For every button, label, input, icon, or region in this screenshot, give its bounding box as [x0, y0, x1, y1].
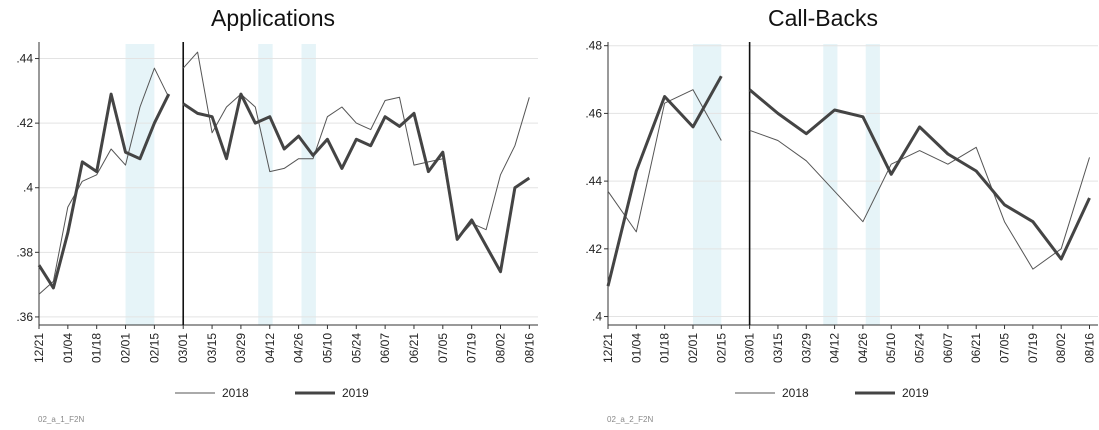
x-tick-label: 01/04 — [629, 333, 643, 363]
x-tick-label: 08/16 — [522, 333, 536, 363]
x-tick-label: 03/15 — [205, 333, 219, 363]
x-tick-label: 02/15 — [147, 333, 161, 363]
x-tick-label: 06/07 — [941, 333, 955, 363]
x-tick-label: 01/04 — [61, 333, 75, 363]
series-line-2019 — [37, 92, 171, 290]
x-tick-label: 07/05 — [436, 333, 450, 363]
x-tick-label: 05/10 — [884, 333, 898, 363]
legend-label-2019: 2019 — [342, 386, 369, 400]
series-line-2018 — [607, 89, 722, 233]
y-tick-label: .44 — [585, 174, 602, 188]
series-line-2019 — [748, 88, 1091, 261]
x-tick-label: 03/01 — [176, 333, 190, 363]
x-tick-label: 05/24 — [349, 333, 363, 363]
y-tick-label: .48 — [585, 39, 602, 53]
chart-title: Call-Backs — [768, 5, 878, 31]
x-tick-label: 03/15 — [771, 333, 785, 363]
shaded-band — [258, 44, 273, 325]
x-tick-label: 06/21 — [407, 333, 421, 363]
x-tick-label: 03/29 — [799, 333, 813, 363]
applications-panel: Applications .36 .38 .4 .42 .44 12/21 01/04 01/1… — [0, 0, 549, 430]
figure-id-label: 02_a_1_F2N — [38, 415, 84, 424]
legend-label-2018: 2018 — [222, 386, 249, 400]
y-tick-label: .4 — [592, 310, 602, 324]
x-tick-label: 03/01 — [743, 333, 757, 363]
y-tick-label: .42 — [585, 242, 602, 256]
call-backs-panel: Call-Backs .4 .42 .44 .46 .48 12/21 01/04 01/18 0… — [550, 0, 1099, 430]
series-line-2018 — [182, 51, 530, 240]
shaded-band — [865, 44, 880, 325]
shaded-band — [692, 44, 722, 325]
x-tick-label: 05/24 — [913, 333, 927, 363]
x-tick-label: 08/16 — [1083, 333, 1097, 363]
y-tick-label: .42 — [16, 116, 33, 130]
x-tick-label: 08/02 — [1054, 333, 1068, 363]
series-line-2018 — [38, 67, 170, 295]
x-tick-label: 02/15 — [714, 333, 728, 363]
x-tick-label: 04/26 — [856, 333, 870, 363]
x-tick-label: 08/02 — [494, 333, 508, 363]
x-tick-label: 03/29 — [234, 333, 248, 363]
figure-id-label: 02_a_2_F2N — [607, 415, 653, 424]
y-tick-label: .46 — [585, 106, 602, 120]
chart-title: Applications — [211, 5, 335, 31]
x-tick-label: 04/12 — [828, 333, 842, 363]
x-tick-label: 01/18 — [658, 333, 672, 363]
x-tick-label: 05/10 — [320, 333, 334, 363]
y-tick-label: .4 — [23, 181, 33, 195]
legend-label-2018: 2018 — [782, 386, 809, 400]
x-tick-label: 06/07 — [378, 333, 392, 363]
x-tick-label: 06/21 — [969, 333, 983, 363]
applications-chart: Applications .36 .38 .4 .42 .44 12/21 01/04 01/1… — [16, 5, 538, 424]
series-line-2018 — [749, 129, 1090, 270]
x-tick-label: 02/01 — [686, 333, 700, 363]
call-backs-chart: Call-Backs .4 .42 .44 .46 .48 12/21 01/04 01/18 0… — [585, 5, 1098, 424]
y-tick-label: .36 — [16, 310, 33, 324]
y-tick-label: .44 — [16, 52, 33, 66]
shaded-band — [301, 44, 316, 325]
x-tick-label: 07/19 — [1026, 333, 1040, 363]
y-tick-label: .38 — [16, 245, 33, 259]
x-tick-label: 04/12 — [263, 333, 277, 363]
shaded-band — [823, 44, 838, 325]
series-line-2019 — [182, 92, 531, 274]
x-tick-label: 02/01 — [119, 333, 133, 363]
x-tick-label: 04/26 — [292, 333, 306, 363]
x-tick-label: 07/19 — [465, 333, 479, 363]
shaded-band — [125, 44, 155, 325]
x-tick-label: 12/21 — [32, 333, 46, 363]
series-line-2019 — [606, 75, 723, 287]
x-tick-label: 12/21 — [601, 333, 615, 363]
x-tick-label: 07/05 — [998, 333, 1012, 363]
legend-label-2019: 2019 — [902, 386, 929, 400]
x-tick-label: 01/18 — [90, 333, 104, 363]
